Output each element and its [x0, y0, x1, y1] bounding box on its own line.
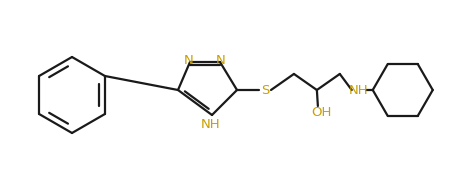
Text: OH: OH	[312, 106, 332, 119]
Text: S: S	[261, 83, 269, 96]
Text: NH: NH	[201, 119, 221, 132]
Text: N: N	[216, 53, 226, 66]
Text: N: N	[184, 53, 194, 66]
Text: NH: NH	[349, 83, 369, 96]
